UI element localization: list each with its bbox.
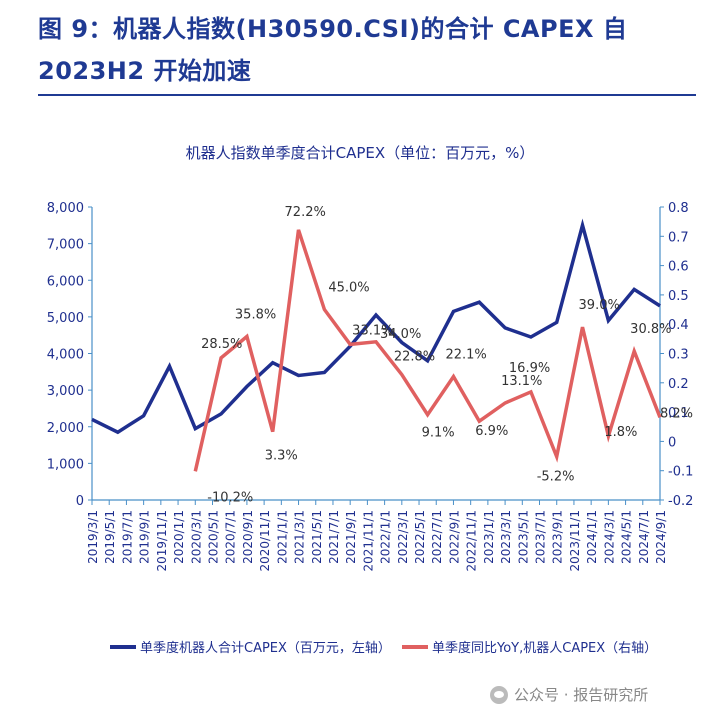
right-tick-label: 0.5 — [668, 289, 689, 304]
data-label: 39.0% — [579, 298, 620, 313]
left-axis: 0 1,000 2,000 3,000 4,000 5,000 6,000 7,000 8,00… — [47, 201, 93, 509]
right-tick-label: 0.3 — [668, 348, 689, 363]
x-tick-label: 2021/11/1 — [361, 510, 375, 572]
right-tick-label: -0.2 — [668, 494, 693, 509]
right-tick-label: 0.2 — [668, 377, 689, 392]
data-label: 16.9% — [509, 361, 550, 376]
x-tick-label: 2023/3/1 — [499, 510, 513, 564]
x-tick-label: 2019/9/1 — [138, 510, 152, 564]
x-tick-label: 2021/1/1 — [275, 510, 289, 564]
x-tick-label: 2024/7/1 — [637, 510, 651, 564]
x-tick-label: 2023/1/1 — [482, 510, 496, 564]
watermark-text: 公众号 · 报告研究所 — [514, 686, 649, 704]
x-tick-label: 2023/9/1 — [551, 510, 565, 564]
data-label: 22.1% — [445, 348, 486, 363]
right-tick-label: -0.1 — [668, 465, 693, 480]
x-tick-label: 2020/11/1 — [258, 510, 272, 572]
x-tick-label: 2019/7/1 — [120, 510, 134, 564]
x-tick-label: 2022/7/1 — [430, 510, 444, 564]
data-label: 30.8% — [630, 322, 671, 337]
data-label: 72.2% — [285, 205, 326, 220]
chart-title: 机器人指数单季度合计CAPEX（单位：百万元，%） — [186, 144, 535, 162]
x-tick-label: 2019/3/1 — [86, 510, 100, 564]
x-tick-label: 2020/7/1 — [224, 510, 238, 564]
left-tick-label: 6,000 — [47, 274, 84, 289]
legend-capex-label: 单季度机器人合计CAPEX（百万元，左轴） — [140, 640, 391, 656]
x-tick-label: 2024/5/1 — [620, 510, 634, 564]
x-tick-label: 2021/3/1 — [293, 510, 307, 564]
right-tick-label: 0.1 — [668, 406, 689, 421]
data-label: 45.0% — [328, 281, 369, 296]
x-tick-label: 2022/11/1 — [465, 510, 479, 572]
x-tick-label: 2020/5/1 — [206, 510, 220, 564]
right-tick-label: 0.8 — [668, 201, 689, 216]
x-tick-label: 2024/1/1 — [585, 510, 599, 564]
x-tick-label: 2021/9/1 — [344, 510, 358, 564]
x-tick-label: 2021/5/1 — [310, 510, 324, 564]
x-tick-label: 2022/9/1 — [447, 510, 461, 564]
right-tick-label: 0.4 — [668, 318, 689, 333]
right-axis: -0.2 -0.1 0 0.1 0.2 0.3 0.4 0.5 0.6 0.7 0.8 — [659, 201, 693, 509]
data-label: 9.1% — [422, 426, 455, 441]
x-tick-label: 2022/3/1 — [396, 510, 410, 564]
data-label: 1.8% — [604, 425, 637, 440]
x-tick-label: 2022/5/1 — [413, 510, 427, 564]
left-tick-label: 2,000 — [47, 421, 84, 436]
left-tick-label: 5,000 — [47, 311, 84, 326]
legend: 单季度机器人合计CAPEX（百万元，左轴） 单季度同比YoY,机器人CAPEX（… — [110, 640, 657, 656]
x-tick-label: 2020/1/1 — [172, 510, 186, 564]
left-tick-label: 4,000 — [47, 348, 84, 363]
left-tick-label: 0 — [76, 494, 84, 509]
wechat-icon — [490, 685, 508, 704]
data-label: 34.0% — [380, 327, 421, 342]
x-tick-label: 2024/3/1 — [602, 510, 616, 564]
data-labels: -10.2% 28.5% 35.8% 3.3% 72.2% 45.0% 33.1%34.0%… — [201, 205, 693, 505]
x-tick-label: 2020/3/1 — [189, 510, 203, 564]
series-layer — [91, 218, 662, 472]
watermark: 公众号 · 报告研究所 — [490, 684, 648, 705]
x-tick-label: 2022/1/1 — [379, 510, 393, 564]
x-tick-label: 2020/9/1 — [241, 510, 255, 564]
data-label: 6.9% — [475, 424, 508, 439]
x-axis: 2019/3/1 2019/5/1 2019/7/1 2019/9/1 2019/11/… — [86, 499, 668, 572]
right-tick-label: 0.6 — [668, 260, 689, 275]
x-tick-label: 2019/5/1 — [103, 510, 117, 564]
data-label: 22.8% — [394, 350, 435, 365]
x-tick-label: 2023/5/1 — [516, 510, 530, 564]
data-label: 13.1% — [501, 374, 542, 389]
figure-title: 图 9：机器人指数(H30590.CSI)的合计 CAPEX 自2023H2 开… — [38, 15, 628, 85]
data-label: 35.8% — [235, 308, 276, 323]
x-tick-label: 2021/7/1 — [327, 510, 341, 564]
data-label: 8.2% — [660, 406, 693, 421]
right-tick-label: 0.7 — [668, 230, 689, 245]
data-label: 28.5% — [201, 337, 242, 352]
data-label: -10.2% — [207, 490, 253, 505]
x-tick-label: 2024/9/1 — [654, 510, 668, 564]
data-label: -5.2% — [537, 470, 575, 485]
title-divider — [38, 94, 696, 96]
left-tick-label: 3,000 — [47, 384, 84, 399]
data-label: 3.3% — [265, 449, 298, 464]
x-tick-label: 2019/11/1 — [155, 510, 169, 572]
data-label: 33.1% — [352, 323, 393, 338]
legend-yoy-label: 单季度同比YoY,机器人CAPEX（右轴） — [432, 640, 657, 656]
x-tick-label: 2023/11/1 — [568, 510, 582, 572]
right-tick-label: 0 — [668, 435, 676, 450]
x-tick-label: 2023/7/1 — [534, 510, 548, 564]
left-tick-label: 8,000 — [47, 201, 84, 216]
left-tick-label: 1,000 — [47, 457, 84, 472]
left-tick-label: 7,000 — [47, 238, 84, 253]
